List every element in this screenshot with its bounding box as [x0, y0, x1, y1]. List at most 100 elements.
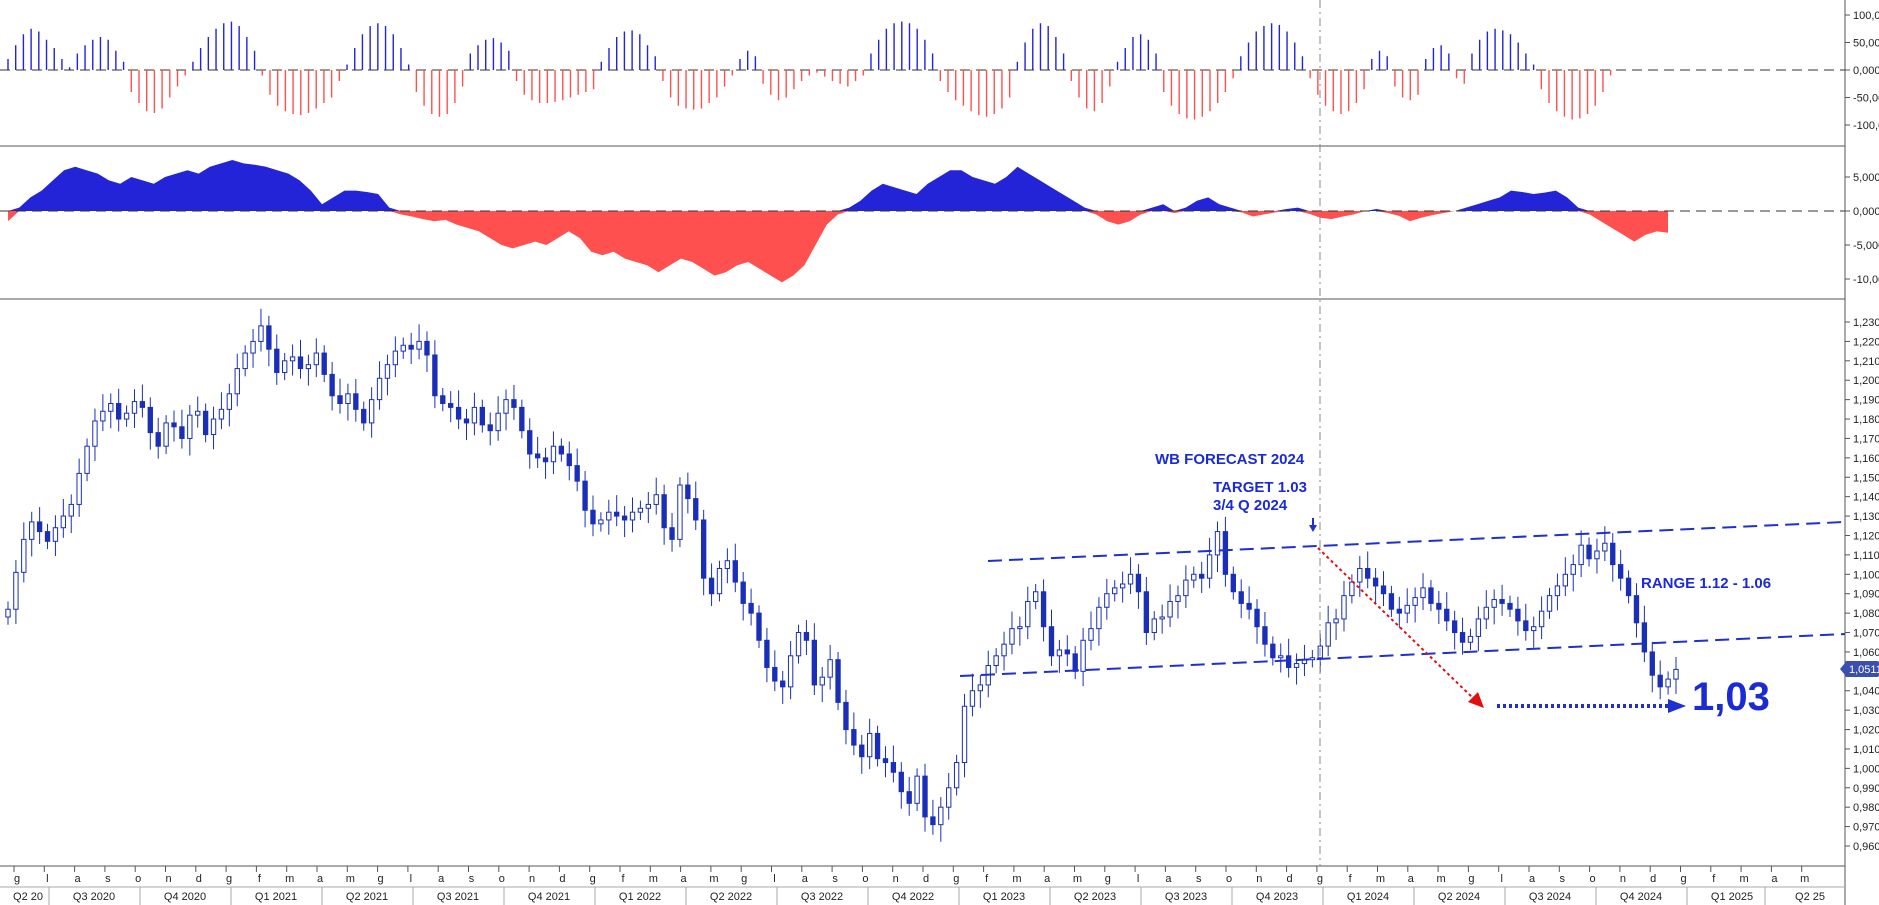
x-quarter-label: Q2 2024: [1438, 891, 1480, 903]
candle-body: [361, 408, 367, 424]
price-y-tick-label: 1,1100: [1853, 550, 1879, 562]
x-month-label: a: [1529, 873, 1536, 885]
x-month-label: g: [226, 873, 232, 885]
price-y-tick-label: 1,1600: [1853, 453, 1879, 465]
forecast-down-arrow: [1317, 547, 1476, 701]
candle-body: [993, 655, 999, 667]
candle-body: [550, 445, 557, 463]
candle-body: [479, 406, 485, 426]
price-y-tick-label: 1,0600: [1853, 647, 1879, 659]
x-month-label: a: [681, 873, 688, 885]
candle-body: [590, 509, 596, 525]
candle-body: [1135, 573, 1142, 593]
candle-body: [1578, 544, 1584, 566]
price-y-tick-label: 1,1800: [1853, 414, 1879, 426]
x-month-label: f: [1712, 873, 1716, 885]
candle-body: [5, 608, 11, 618]
x-month-label: f: [985, 873, 989, 885]
candle-body: [953, 762, 960, 789]
price-y-tick-label: 1,2300: [1853, 317, 1879, 329]
candle-body: [629, 511, 636, 521]
x-month-label: o: [1226, 873, 1232, 885]
candle-body: [764, 639, 770, 668]
candle-body: [606, 511, 612, 521]
candle-body: [368, 399, 375, 424]
candle-body: [1017, 626, 1023, 630]
x-month-label: f: [621, 873, 625, 885]
x-month-label: g: [1317, 873, 1323, 885]
price-y-tick-label: 1,1500: [1853, 472, 1879, 484]
candle-body: [1349, 581, 1355, 597]
target-arrowhead: [1668, 699, 1686, 713]
price-y-tick-label: 1,0900: [1853, 589, 1879, 601]
candle-body: [511, 399, 517, 408]
candle-body: [1325, 622, 1331, 647]
candle-body: [1483, 606, 1489, 620]
x-month-label: s: [832, 873, 838, 885]
candle-body: [313, 352, 319, 366]
candle-body: [1531, 626, 1537, 632]
candle-body: [1357, 567, 1363, 583]
candle-body: [827, 659, 833, 678]
candle-body: [100, 410, 106, 422]
candle-body: [1365, 567, 1371, 579]
candle-body: [1602, 542, 1608, 552]
channel-upper-line: [987, 521, 1846, 562]
candle-body: [1230, 573, 1236, 593]
candle-body: [1546, 595, 1553, 612]
candle-body: [305, 364, 312, 370]
x-quarter-label: Q1 2022: [619, 891, 661, 903]
candle-body: [274, 348, 280, 373]
candle-body: [780, 680, 786, 688]
candle-body: [835, 659, 841, 703]
candle-body: [163, 422, 169, 447]
candle-body: [337, 395, 343, 405]
candle-body: [1001, 643, 1007, 657]
candle-body: [582, 480, 588, 511]
middle-negative-area: [8, 211, 1668, 283]
candle-body: [1262, 626, 1268, 645]
candle-body: [795, 632, 802, 657]
candle-body: [542, 457, 549, 463]
candle-body: [321, 352, 327, 375]
candle-body: [1199, 573, 1205, 579]
candle-body: [732, 560, 738, 583]
candle-body: [614, 511, 620, 517]
candle-body: [123, 412, 130, 420]
x-month-label: a: [1408, 873, 1415, 885]
candle-body: [669, 527, 675, 540]
candle-body: [1159, 616, 1165, 620]
x-quarter-label: Q1 2021: [255, 891, 297, 903]
candle-body: [353, 393, 359, 410]
candle-body: [874, 732, 881, 760]
candle-body: [400, 344, 406, 352]
price-y-tick-label: 1,0200: [1853, 725, 1879, 737]
candle-body: [44, 531, 51, 542]
candle-body: [1404, 604, 1410, 614]
candle-body: [487, 424, 493, 432]
x-month-label: g: [590, 873, 596, 885]
candle-body: [210, 418, 217, 436]
candle-body: [938, 806, 944, 826]
candle-body: [890, 762, 897, 773]
x-month-label: s: [105, 873, 111, 885]
candle-body: [1270, 643, 1276, 659]
candle-body: [906, 791, 912, 804]
annotation-target-line1: TARGET 1.03: [1213, 479, 1307, 496]
x-month-label: n: [1256, 873, 1262, 885]
candle-body: [1665, 678, 1671, 688]
annotation-target-big: 1,03: [1692, 675, 1770, 719]
x-month-label: a: [802, 873, 809, 885]
x-month-label: a: [1771, 873, 1778, 885]
x-month-label: d: [923, 873, 929, 885]
x-month-label: o: [862, 873, 868, 885]
candle-body: [1080, 639, 1086, 672]
candle-body: [171, 422, 177, 428]
candle-body: [700, 519, 707, 579]
